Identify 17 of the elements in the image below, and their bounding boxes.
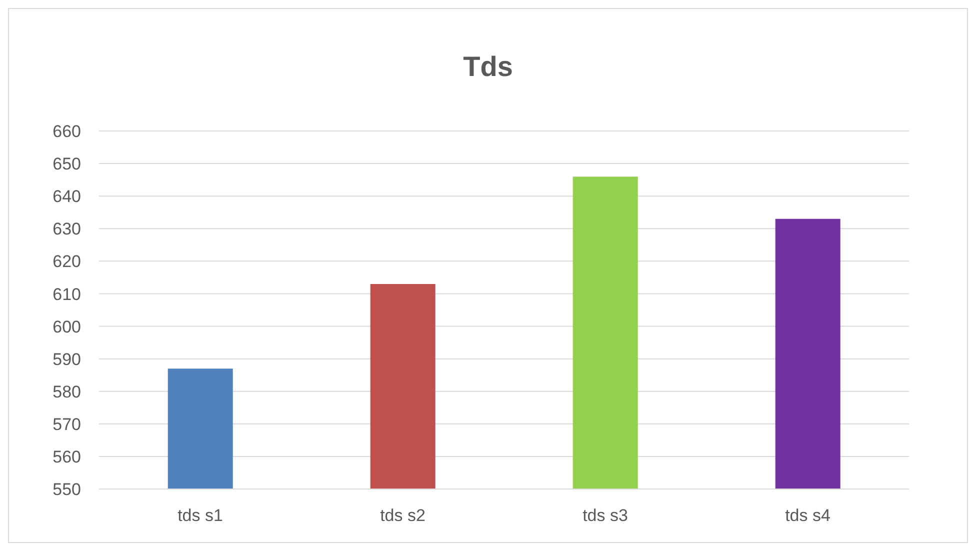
y-tick-label: 660: [52, 122, 81, 142]
y-tick-label: 600: [52, 317, 81, 336]
y-tick-label: 620: [52, 252, 81, 272]
y-tick-label: 640: [52, 187, 81, 206]
y-tick-label: 610: [52, 284, 81, 304]
x-tick-label: tds s2: [380, 506, 426, 526]
chart-title: Tds: [462, 51, 514, 83]
x-tick-label: tds s4: [785, 506, 830, 526]
y-tick-label: 580: [52, 382, 81, 402]
y-tick-label: 570: [52, 414, 81, 434]
y-tick-label: 650: [52, 154, 81, 174]
y-tick-label: 590: [52, 350, 81, 369]
x-tick-label: tds s3: [582, 506, 628, 526]
x-tick-label: tds s1: [178, 506, 223, 526]
y-tick-label: 630: [52, 220, 81, 239]
y-tick-label: 550: [52, 480, 81, 500]
y-tick-label: 560: [52, 447, 81, 466]
